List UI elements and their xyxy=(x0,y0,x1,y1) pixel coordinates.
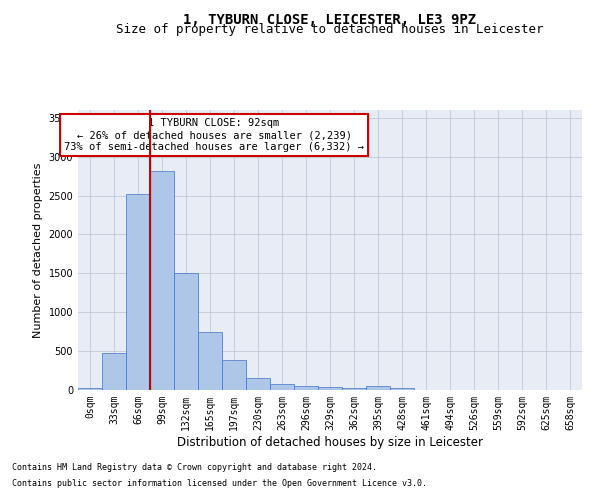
Bar xyxy=(102,352,126,390)
Bar xyxy=(222,360,246,390)
Text: 1 TYBURN CLOSE: 92sqm
← 26% of detached houses are smaller (2,239)
73% of semi-d: 1 TYBURN CLOSE: 92sqm ← 26% of detached … xyxy=(64,118,364,152)
Bar xyxy=(366,386,390,390)
Bar xyxy=(270,384,294,390)
Bar xyxy=(342,388,366,390)
Bar xyxy=(318,386,342,390)
Bar xyxy=(150,170,174,390)
Bar xyxy=(174,274,198,390)
Text: Contains public sector information licensed under the Open Government Licence v3: Contains public sector information licen… xyxy=(12,478,427,488)
Text: 1, TYBURN CLOSE, LEICESTER, LE3 9PZ: 1, TYBURN CLOSE, LEICESTER, LE3 9PZ xyxy=(184,12,476,26)
Bar xyxy=(198,332,222,390)
Text: Contains HM Land Registry data © Crown copyright and database right 2024.: Contains HM Land Registry data © Crown c… xyxy=(12,464,377,472)
Bar xyxy=(246,378,270,390)
X-axis label: Distribution of detached houses by size in Leicester: Distribution of detached houses by size … xyxy=(177,436,483,448)
Bar xyxy=(78,388,102,390)
Text: Size of property relative to detached houses in Leicester: Size of property relative to detached ho… xyxy=(116,22,544,36)
Y-axis label: Number of detached properties: Number of detached properties xyxy=(33,162,43,338)
Bar xyxy=(126,194,150,390)
Bar xyxy=(294,386,318,390)
Bar xyxy=(390,388,414,390)
